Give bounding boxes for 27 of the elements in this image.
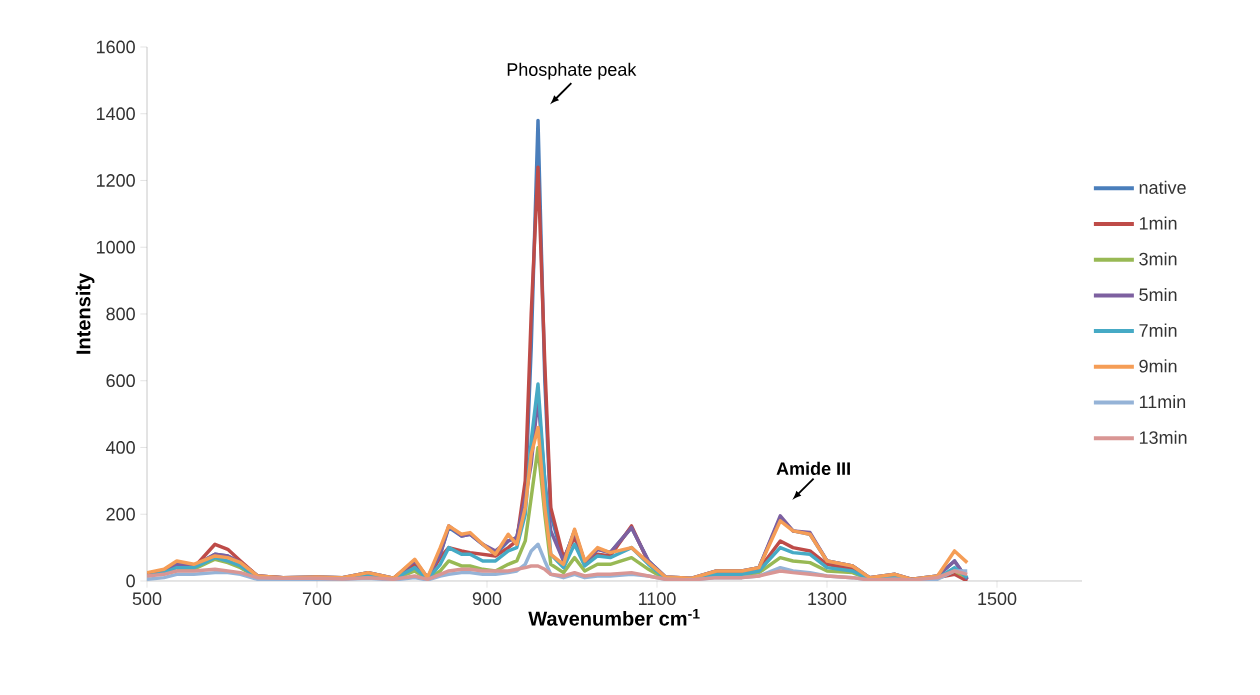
legend-label: 11min (1139, 395, 1186, 409)
legend-label: 5min (1139, 287, 1177, 302)
legend-label: 13min (1139, 430, 1187, 444)
y-tick-label: 200 (106, 507, 135, 521)
y-tick-label: 800 (106, 307, 135, 321)
y-tick-label: 1600 (96, 40, 135, 54)
legend-label: 9min (1139, 359, 1177, 373)
x-tick-label: 1500 (978, 592, 1017, 606)
y-tick-label: 400 (106, 441, 135, 454)
legend-label: 3min (1139, 252, 1177, 266)
x-tick-label: 1300 (808, 592, 847, 606)
x-tick-label: 1100 (639, 592, 676, 606)
annotation: Phosphate peak (507, 62, 637, 80)
y-tick-label: 1200 (96, 174, 135, 187)
legend-label: 1min (1139, 216, 1177, 230)
legend-label: 7min (1139, 323, 1177, 337)
y-tick-label: 0 (126, 574, 135, 588)
x-tick-label: 700 (302, 592, 332, 606)
annotation: Amide III (776, 461, 850, 475)
x-axis-title: Wavenumber cm$^{-1}$ (528, 608, 700, 626)
y-tick-label: 600 (106, 374, 135, 388)
x-tick-label: 500 (132, 592, 162, 606)
y-tick-label: 1400 (96, 107, 135, 121)
y-tick-label: 1000 (96, 240, 135, 254)
y-axis-title: Intensity (75, 272, 95, 354)
x-tick-label: 900 (472, 592, 502, 606)
legend-label: native (1139, 180, 1186, 194)
